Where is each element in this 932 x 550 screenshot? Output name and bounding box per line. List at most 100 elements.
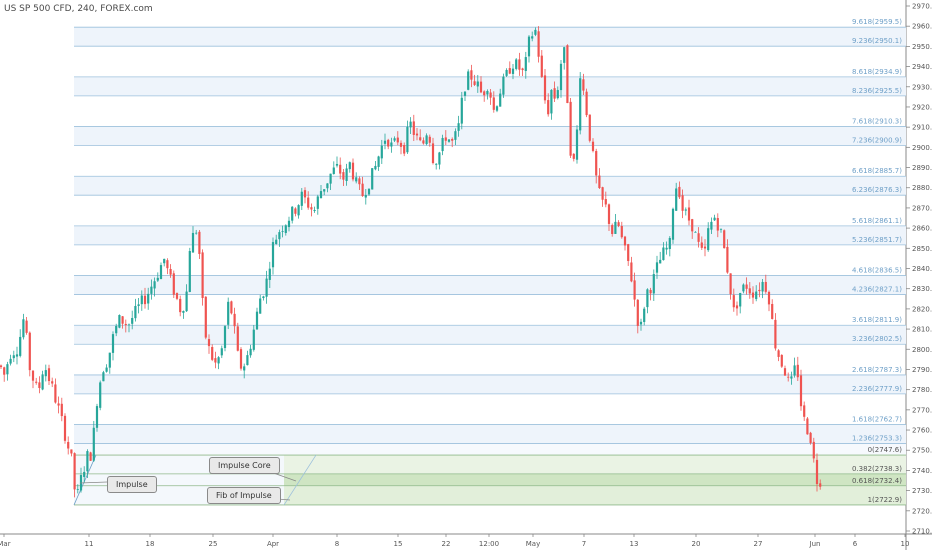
candle-body (636, 299, 639, 326)
candle-body (793, 365, 796, 376)
candle-body (604, 199, 607, 205)
candle-body (639, 321, 643, 325)
candle-body (623, 236, 627, 246)
candle-body (764, 281, 767, 292)
candle-body (511, 68, 515, 74)
candle-body (22, 319, 25, 338)
candle-body (115, 325, 118, 334)
candle-body (367, 188, 371, 195)
impulse-core-callout[interactable]: Impulse Core (209, 457, 280, 474)
candle-body (819, 483, 822, 487)
price-tick-label: 2850.0 (912, 245, 932, 253)
price-tick-label: 2910.0 (912, 124, 932, 132)
time-tick-label: Mar (0, 540, 11, 548)
candle-body (361, 183, 364, 197)
candle-body (735, 305, 739, 309)
candle-body (559, 63, 563, 91)
candle-body (470, 70, 473, 80)
candle-body (540, 55, 543, 77)
candle-body (111, 334, 115, 353)
candle-body (771, 303, 774, 319)
candle-body (383, 140, 387, 144)
candle-body (124, 323, 127, 326)
candle-body (444, 137, 447, 141)
candle-body (694, 231, 697, 233)
candle-body (249, 348, 252, 356)
time-tick-label: 25 (209, 540, 218, 548)
candle-body (255, 311, 259, 330)
candle-body (684, 209, 687, 211)
candle-body (118, 315, 121, 328)
impulse-level-label: 1(2722.9) (868, 496, 903, 504)
candle-body (451, 138, 454, 141)
candle-body (739, 292, 742, 307)
candle-body (585, 91, 588, 116)
candle-body (742, 284, 745, 292)
candle-body (563, 47, 566, 63)
time-tick-label: 27 (754, 540, 763, 548)
candle-body (207, 339, 211, 347)
candle-body (35, 381, 38, 383)
candle-body (614, 221, 617, 234)
fib-band (74, 126, 906, 146)
candle-body (287, 220, 291, 228)
candle-body (630, 262, 633, 282)
candle-body (723, 230, 726, 249)
candle-body (489, 92, 492, 98)
candle-body (796, 364, 799, 378)
candle-body (601, 187, 604, 200)
candle-body (76, 488, 79, 490)
candle-body (159, 265, 163, 280)
candle-body (719, 228, 723, 230)
candle-body (675, 188, 678, 211)
candle-body (678, 186, 681, 198)
candle-body (252, 329, 255, 350)
candle-body (761, 281, 764, 292)
candle-body (150, 286, 153, 294)
candle-body (646, 289, 649, 308)
candle-body (127, 324, 131, 326)
candle-body (547, 100, 550, 115)
time-tick-label: 7 (582, 540, 586, 548)
impulse-callout[interactable]: Impulse (107, 476, 157, 493)
candle-body (652, 274, 655, 294)
candle-body (63, 415, 67, 441)
candle-body (422, 140, 425, 144)
candle-body (502, 76, 505, 95)
candle-body (211, 347, 214, 360)
candle-body (390, 142, 393, 147)
candle-body (457, 123, 460, 131)
candle-body (758, 289, 761, 292)
price-tick-label: 2710.0 (912, 528, 932, 536)
candle-body (364, 195, 367, 198)
candle-body (799, 375, 803, 407)
price-tick-label: 2820.0 (912, 305, 932, 313)
candle-body (313, 209, 316, 212)
price-tick-label: 2870.0 (912, 204, 932, 212)
candle-body (329, 173, 332, 184)
candle-body (716, 218, 719, 231)
price-tick-label: 2780.0 (912, 386, 932, 394)
candle-body (300, 191, 303, 206)
time-tick-label: 22 (442, 540, 451, 548)
candle-body (595, 151, 598, 176)
candle-body (406, 126, 409, 153)
price-tick-label: 2940.0 (912, 63, 932, 71)
fib-level-label: 8.618(2934.9) (852, 68, 902, 76)
candle-body (12, 355, 15, 359)
candle-body (534, 29, 537, 35)
candle-body (348, 162, 351, 170)
candle-body (220, 348, 223, 356)
candle-body (163, 258, 166, 264)
price-tick-label: 2950.0 (912, 43, 932, 51)
time-tick-label: May (526, 540, 540, 548)
candle-body (44, 370, 47, 377)
candle-body (435, 163, 438, 165)
candle-body (332, 167, 335, 174)
candle-body (703, 246, 707, 249)
fib-of-impulse-callout[interactable]: Fib of Impulse (207, 487, 281, 504)
candle-body (428, 136, 431, 143)
candle-body (508, 68, 511, 74)
candle-body (543, 75, 547, 101)
